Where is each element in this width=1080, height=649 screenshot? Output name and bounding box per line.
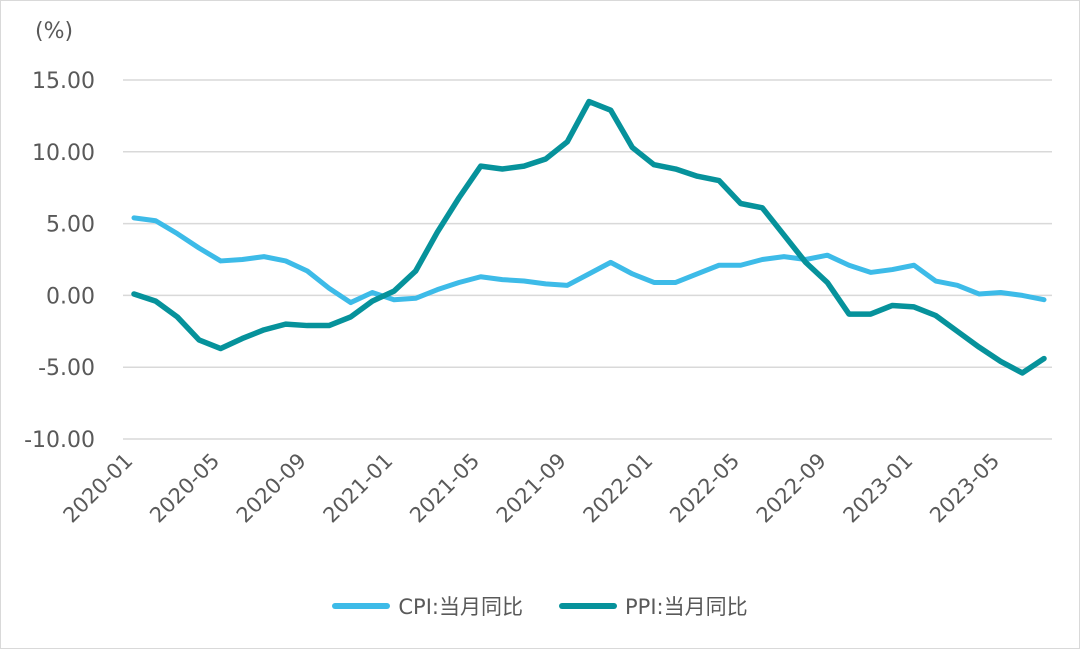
grid-layer	[123, 79, 1052, 440]
x-tick-label: 2023-05	[925, 449, 1004, 528]
x-tick-label: 2021-01	[319, 449, 398, 528]
series-layer	[131, 98, 1047, 376]
y-tick-label: 10.00	[32, 141, 95, 166]
y-tick-label: -5.00	[38, 356, 95, 381]
series-line-ppi	[131, 98, 1047, 376]
legend-item-cpi: CPI:当月同比	[332, 591, 523, 621]
y-axis-ticks: 15.00 10.00 5.00 0.00 -5.00 -10.00	[24, 69, 95, 453]
y-axis-unit-label: (%)	[35, 19, 73, 44]
y-tick-label: 0.00	[46, 284, 95, 309]
x-tick-label: 2021-05	[405, 449, 484, 528]
y-tick-label: 5.00	[46, 213, 95, 238]
legend-swatch-ppi	[559, 603, 617, 609]
x-axis-ticks: 2020-01 2020-05 2020-09 2021-01 2021-05 2021-…	[59, 449, 1005, 528]
y-tick-label: -10.00	[24, 428, 95, 453]
x-tick-label: 2023-01	[839, 449, 918, 528]
x-tick-label: 2020-09	[232, 449, 311, 528]
legend-swatch-cpi	[332, 603, 391, 609]
x-tick-label: 2022-05	[665, 449, 744, 528]
legend-item-ppi: PPI:当月同比	[559, 591, 748, 621]
x-tick-label: 2021-09	[492, 449, 571, 528]
x-tick-label: 2020-01	[59, 449, 138, 528]
x-tick-label: 2022-09	[752, 449, 831, 528]
x-tick-label: 2022-01	[579, 449, 658, 528]
legend-label-ppi: PPI:当月同比	[625, 595, 748, 619]
y-tick-label: 15.00	[32, 69, 95, 94]
chart-legend: CPI:当月同比 PPI:当月同比	[1, 591, 1079, 621]
legend-label-cpi: CPI:当月同比	[398, 595, 523, 619]
series-line-cpi	[131, 215, 1047, 306]
x-tick-label: 2020-05	[145, 449, 224, 528]
